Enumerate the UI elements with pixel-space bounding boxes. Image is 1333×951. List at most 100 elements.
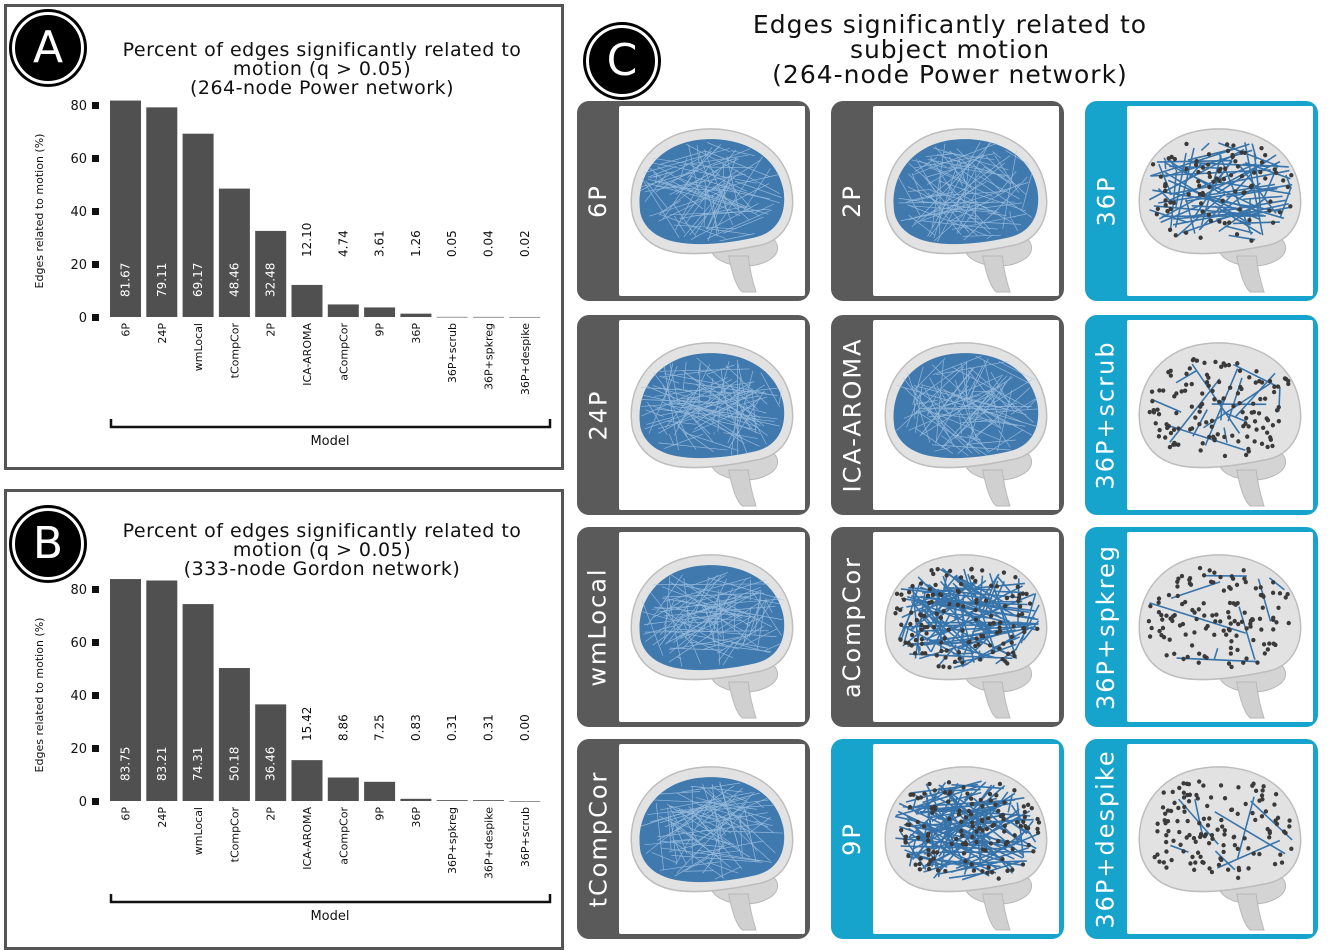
category-label: 9P [374,807,387,821]
brain-connectome-image [619,532,805,722]
badge-a: A [12,12,84,84]
brain-tile-36p-scrub: 36P+scrub [1085,315,1318,515]
bar [182,133,214,317]
y-tick-mark [92,314,99,321]
value-label: 50.18 [227,747,241,781]
category-label: 36P+despike [519,323,532,395]
bar [255,230,287,317]
tile-label: 9P [838,822,866,856]
brain-tile-24p: 24P [577,315,810,515]
y-tick-label: 60 [70,636,87,651]
panel-c-title-line-3: (264-node Power network) [772,60,1128,89]
y-tick-mark [92,261,99,268]
brain-connectome-image [619,744,805,934]
category-label: wmLocal [192,807,205,855]
category-label: ICA-AROMA [301,807,314,870]
brain-tile-36p: 36P [1085,101,1318,301]
brain-connectome-image [1127,320,1313,510]
y-tick-label: 0 [79,795,87,810]
category-label: 9P [374,323,387,337]
category-label: 36P+scrub [519,807,532,867]
brain-tile-wmlocal: wmLocal [577,527,810,727]
category-label: 6P [120,323,133,337]
category-label: aCompCor [337,807,350,865]
brain-connectome-image [873,106,1059,296]
value-label: 69.17 [191,263,205,297]
value-label: 0.05 [445,230,459,257]
brain-connectome-image [619,320,805,510]
tile-label: 24P [584,389,613,441]
brain-tile-acompcor: aCompCor [831,527,1064,727]
x-axis-bracket [109,419,552,429]
value-label: 74.31 [191,747,205,781]
category-label: 36P+spkreg [483,323,496,390]
brain-connectome-image [1127,532,1313,722]
y-tick-mark [92,692,99,699]
bar [400,313,432,317]
brain-tile-36p-spkreg: 36P+spkreg [1085,527,1318,727]
badge-c: C [586,25,658,97]
bar [291,760,323,801]
panel-b: Percent of edges significantly related t… [4,489,564,950]
y-axis-label: Edges related to motion (%) [33,618,46,773]
brain-tile-6p: 6P [577,101,810,301]
tile-label: 6P [584,184,612,218]
panel-a-title-line-1: Percent of edges significantly related t… [122,39,522,61]
value-label: 0.31 [445,714,459,741]
value-label: 12.10 [300,223,314,257]
tile-label: 2P [838,184,866,218]
bar [218,668,250,801]
bar [473,800,504,801]
bar [364,781,396,801]
value-label: 7.25 [373,714,387,741]
bar [400,798,432,801]
brain-tile-ica-aroma: ICA-AROMA [831,315,1064,515]
category-label: 6P [120,807,133,821]
y-tick-mark [92,639,99,646]
bar [110,100,141,318]
value-label: 36.46 [264,747,278,781]
category-label: wmLocal [192,323,205,371]
x-axis-label: Model [310,434,349,449]
tile-label: 36P+spkreg [1092,543,1121,711]
bar [364,307,396,317]
brain-tile-36p-despike: 36P+despike [1085,739,1318,939]
y-tick-label: 80 [70,583,87,598]
category-label: 36P+spkreg [446,807,459,874]
tile-label: wmLocal [584,567,612,687]
category-label: tCompCor [228,807,241,863]
category-label: 24P [156,807,169,828]
panel-a-title: Percent of edges significantly related t… [102,41,542,98]
panel-b-title-line-2: motion (q > 0.05) [232,539,412,561]
panel-c-title-line-1: Edges significantly related to [752,10,1148,39]
bar [436,800,468,801]
category-label: 36P [410,323,423,344]
panel-b-title-line-3: (333-node Gordon network) [183,558,461,580]
chart-a: 0 20 40 60 80 Edges related to motion (%) 81.6… [33,99,552,449]
value-label: 32.48 [264,263,278,297]
y-tick-label: 40 [70,689,87,704]
panel-b-title-line-1: Percent of edges significantly related t… [122,520,522,542]
y-tick-label: 20 [70,742,87,757]
brain-connectome-image [1127,744,1313,934]
category-label: tCompCor [228,323,241,379]
y-tick-mark [92,155,99,162]
bar [218,188,250,317]
bar [327,304,359,317]
panel-a-title-line-3: (264-node Power network) [189,77,455,99]
bar [509,316,541,318]
y-tick-label: 40 [70,205,87,220]
value-label: 4.74 [336,230,350,257]
y-tick-label: 60 [70,152,87,167]
brain-connectome-image [873,320,1059,510]
value-label: 0.31 [482,714,496,741]
panel-c-title-line-2: subject motion [849,35,1051,64]
bar [110,579,141,801]
value-label: 15.42 [300,707,314,741]
tile-label: tCompCor [584,770,612,908]
panel-b-title: Percent of edges significantly related t… [102,522,542,579]
value-label: 83.21 [155,747,169,781]
y-tick-mark [92,102,99,109]
panel-c-title: Edges significantly related to subject m… [700,12,1200,87]
tile-label: aCompCor [838,555,867,699]
